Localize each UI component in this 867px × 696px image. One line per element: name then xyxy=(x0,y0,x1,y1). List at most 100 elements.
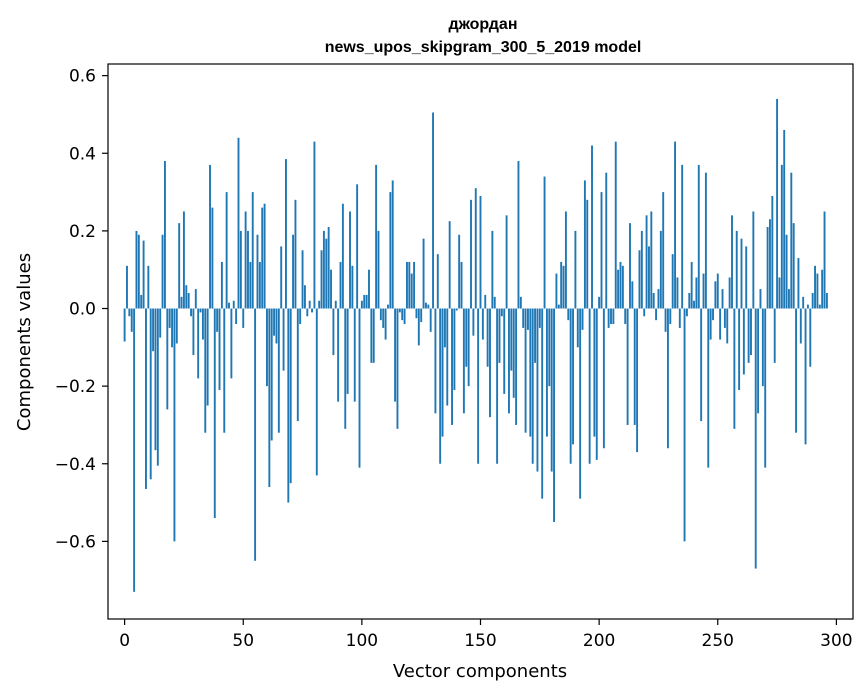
bar xyxy=(235,308,238,325)
bar xyxy=(633,308,636,425)
bar xyxy=(477,308,480,464)
x-tick-label: 100 xyxy=(346,631,378,651)
bar xyxy=(375,164,378,309)
bar xyxy=(123,308,126,342)
bar xyxy=(678,308,681,328)
bar xyxy=(795,308,798,433)
bar xyxy=(315,308,318,476)
bar xyxy=(292,234,295,309)
bar xyxy=(740,238,743,309)
bar xyxy=(396,308,399,429)
bar xyxy=(441,308,444,437)
x-axis-ticks: 0 50 100 150 200 250 300 xyxy=(119,619,853,651)
bar xyxy=(821,269,824,309)
bar xyxy=(562,265,565,309)
bar xyxy=(401,308,404,321)
bar xyxy=(726,308,729,344)
bar xyxy=(261,207,264,309)
bar xyxy=(339,261,342,309)
bar xyxy=(289,308,292,484)
bar xyxy=(372,308,375,363)
bar xyxy=(168,308,171,328)
bar xyxy=(745,246,748,309)
bar xyxy=(270,308,273,441)
bar xyxy=(242,308,245,328)
bar xyxy=(557,304,560,309)
bar xyxy=(489,308,491,418)
bar xyxy=(752,211,755,309)
bar xyxy=(702,273,705,309)
bar xyxy=(230,308,233,379)
bar xyxy=(363,294,366,309)
bar xyxy=(398,308,401,313)
bar xyxy=(391,180,394,309)
bar xyxy=(465,308,468,367)
bar xyxy=(384,308,387,340)
bar xyxy=(185,285,188,309)
bar xyxy=(614,141,617,309)
bar xyxy=(538,308,541,328)
bar xyxy=(353,308,356,402)
bar xyxy=(771,195,774,309)
bar xyxy=(797,258,800,309)
bar xyxy=(194,289,197,309)
bar xyxy=(474,188,477,309)
bar xyxy=(420,308,423,323)
bar xyxy=(534,308,537,363)
bar xyxy=(443,308,446,348)
bar xyxy=(778,277,781,309)
bar xyxy=(484,294,487,309)
x-tick-label: 0 xyxy=(119,631,130,651)
bar xyxy=(360,300,363,309)
bar xyxy=(175,308,178,344)
bar xyxy=(610,308,612,325)
x-axis-label: Vector components xyxy=(393,661,567,682)
bar xyxy=(341,203,344,309)
bar xyxy=(209,164,211,309)
bar xyxy=(707,308,710,468)
bar xyxy=(344,308,347,429)
bar xyxy=(171,308,174,348)
bar xyxy=(199,308,202,313)
bar xyxy=(436,254,439,309)
bar xyxy=(356,184,359,309)
bar xyxy=(529,308,532,437)
bar xyxy=(750,308,752,356)
y-tick-label: 0.2 xyxy=(69,222,96,242)
bar xyxy=(237,137,240,309)
bar xyxy=(258,261,261,309)
x-tick-label: 50 xyxy=(232,631,254,651)
x-tick-label: 300 xyxy=(820,631,852,651)
bar xyxy=(503,308,506,394)
bar xyxy=(349,211,351,309)
bar xyxy=(515,308,518,425)
bar xyxy=(154,308,157,451)
bar xyxy=(517,161,520,309)
bar xyxy=(666,308,669,449)
y-tick-label: −0.2 xyxy=(55,377,96,397)
bar xyxy=(201,308,204,340)
bar xyxy=(318,300,321,309)
bar xyxy=(676,277,679,309)
bar xyxy=(439,308,442,464)
bar xyxy=(704,172,707,309)
bar xyxy=(512,308,515,398)
bar xyxy=(453,308,456,391)
bar xyxy=(652,292,655,309)
bar xyxy=(133,308,136,592)
bar xyxy=(256,234,259,309)
bar xyxy=(780,164,783,309)
y-tick-label: 0.6 xyxy=(69,67,96,87)
bar xyxy=(527,308,529,330)
bar xyxy=(311,308,313,313)
bar xyxy=(735,230,738,309)
bar xyxy=(301,250,304,309)
bar xyxy=(368,269,370,309)
bar xyxy=(574,230,577,309)
bar xyxy=(733,308,736,429)
bar xyxy=(508,308,510,414)
bar xyxy=(462,308,465,414)
bar xyxy=(764,308,767,468)
bar xyxy=(130,308,133,332)
bar xyxy=(346,308,349,394)
